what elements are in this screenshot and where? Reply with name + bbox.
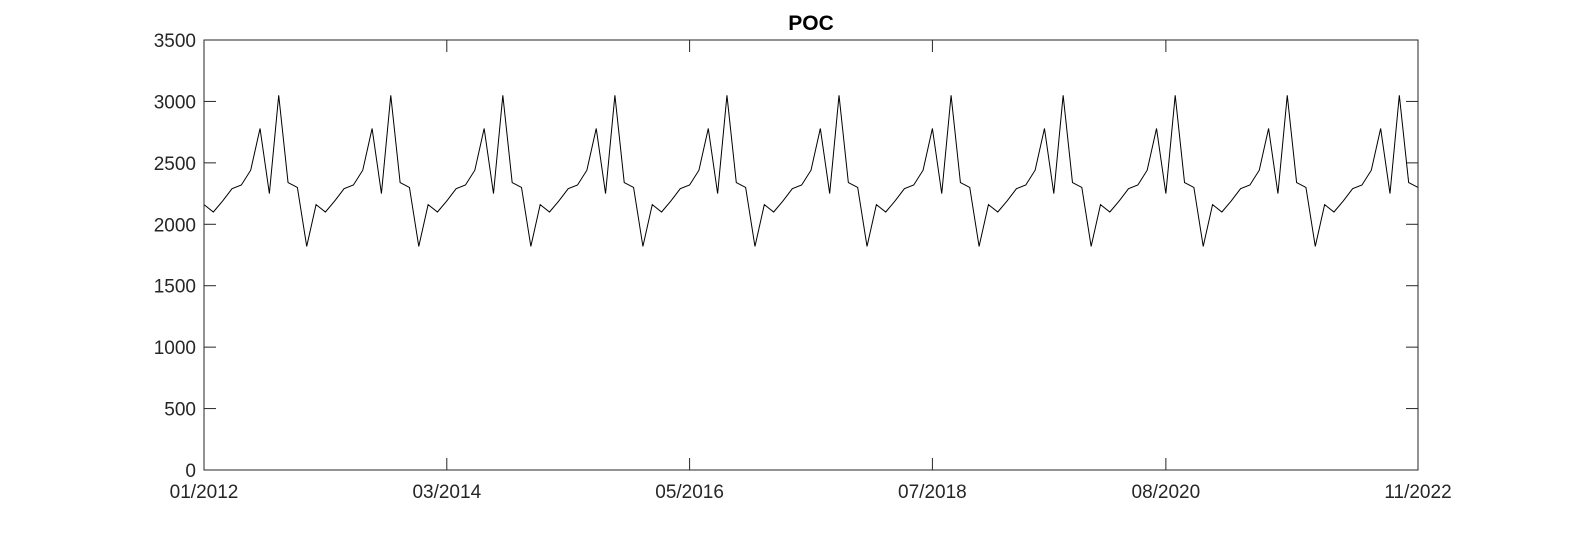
y-tick-label: 2000 [154, 215, 196, 236]
x-tick-label: 11/2022 [1384, 482, 1451, 503]
x-axis: 01/2012 03/2014 05/2016 07/2018 08/2020 11/20… [170, 40, 1452, 503]
y-tick-label: 1500 [154, 277, 196, 298]
x-tick-label: 05/2016 [655, 482, 724, 503]
x-tick-label: 08/2020 [1132, 482, 1201, 503]
y-tick-label: 500 [164, 400, 196, 421]
series-line-poc [203, 95, 1419, 247]
y-axis: 0 500 1000 1500 2000 2500 3000 3500 [154, 31, 1418, 482]
y-tick-label: 3000 [154, 92, 196, 113]
y-tick-label: 1000 [154, 338, 196, 359]
x-tick-label: 07/2018 [898, 482, 967, 503]
plot-area [203, 39, 1419, 471]
y-tick-label: 0 [185, 461, 196, 482]
x-tick-label: 03/2014 [412, 482, 481, 503]
chart-title: POC [788, 12, 834, 35]
y-tick-label: 3500 [154, 31, 196, 52]
x-tick-label: 01/2012 [170, 482, 239, 503]
y-tick-label: 2500 [154, 154, 196, 175]
